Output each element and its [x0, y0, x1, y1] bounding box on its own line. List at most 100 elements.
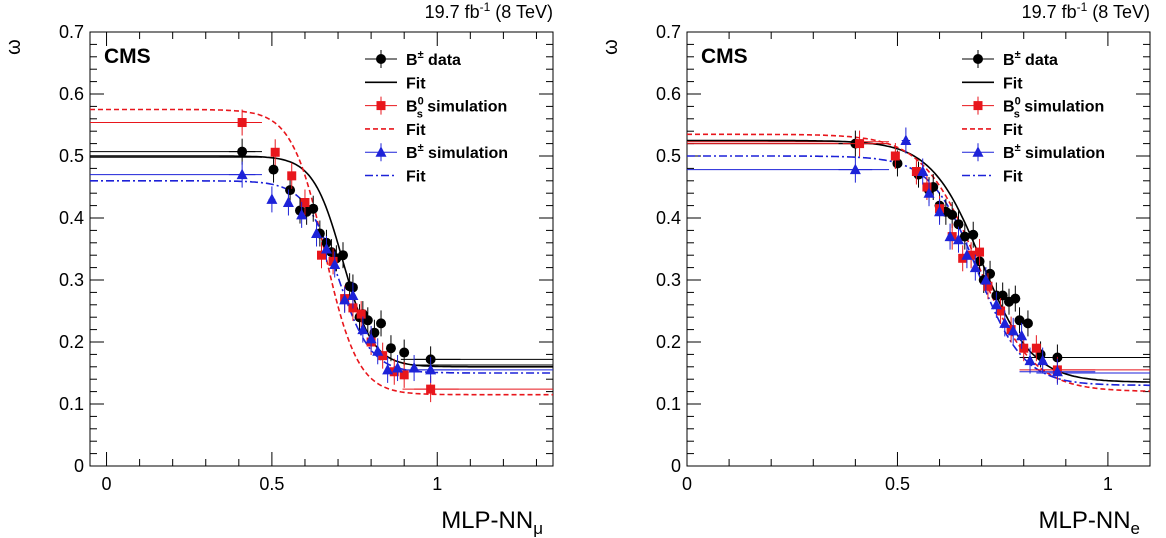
legend-label: B± data: [406, 49, 461, 69]
data-point: [320, 243, 332, 254]
data-point: [392, 362, 404, 373]
data-point: [357, 323, 369, 335]
chart-panel-1: 0 0.1 0.2 0.3 0.4 0.5 0.6 0.7 0 0.5 1 ω MLP-NNμ 19.7 …: [3, 0, 554, 538]
legend-marker: [973, 54, 983, 64]
data-point: [999, 317, 1011, 328]
data-point: [296, 208, 308, 220]
data-point: [1024, 354, 1036, 366]
legend-marker: [972, 146, 984, 157]
data-point: [382, 363, 394, 375]
legend-marker: [376, 54, 386, 64]
x-tick-label: 0: [682, 474, 692, 494]
x-tick-label: 0.5: [885, 474, 910, 494]
data-point: [1031, 343, 1041, 353]
data-point: [236, 168, 248, 180]
data-point: [425, 363, 437, 375]
legend-label: Fit: [1003, 169, 1023, 186]
x-tick-label: 0.5: [259, 474, 284, 494]
data-point: [953, 219, 964, 230]
legend-label: Fit: [406, 75, 426, 92]
data-point: [270, 147, 280, 157]
data-point: [339, 293, 351, 305]
fit-curve: [687, 139, 1150, 383]
y-tick-label: 0.4: [656, 208, 681, 228]
chart-panel-2: 0 0.1 0.2 0.3 0.4 0.5 0.6 0.7 0 0.5 1 ω MLP-NNe 19.7 …: [600, 0, 1151, 538]
data-point: [237, 118, 247, 128]
x-axis-label: MLP-NNμ: [441, 507, 543, 538]
data-point: [287, 171, 297, 181]
plot-frame: [686, 31, 1151, 467]
data-point: [917, 165, 929, 176]
data-point: [922, 182, 932, 192]
y-tick-label: 0.3: [656, 270, 681, 290]
data-point: [237, 146, 248, 157]
fit-curve: [90, 155, 553, 368]
fit-curve: [687, 133, 1150, 392]
data-point: [1037, 354, 1049, 366]
y-tick-label: 0.1: [656, 394, 681, 414]
data-point: [966, 250, 976, 260]
data-point: [300, 198, 310, 207]
y-tick-label: 0.2: [656, 332, 681, 352]
data-point: [952, 233, 964, 245]
data-point: [311, 227, 323, 238]
data-point: [347, 289, 359, 300]
legend-label: Fit: [406, 169, 426, 186]
data-point: [376, 318, 387, 329]
data-point: [399, 370, 409, 380]
legend-label: B± data: [1003, 49, 1058, 69]
y-axis-label: ω: [600, 39, 622, 55]
data-point: [900, 134, 912, 145]
data-point: [890, 151, 900, 161]
data-point: [372, 345, 384, 356]
data-point: [408, 362, 420, 373]
data-point: [944, 230, 956, 242]
cms-label: CMS: [104, 45, 151, 68]
data-point: [328, 256, 338, 266]
y-tick-label: 0.4: [59, 208, 84, 228]
legend-label: B0 s simulation: [1003, 96, 1104, 121]
y-axis-label: ω: [3, 39, 25, 55]
data-point: [426, 384, 436, 394]
y-tick-label: 0: [74, 456, 84, 476]
data-point: [968, 229, 979, 240]
x-tick-label: 1: [432, 474, 442, 494]
data-point: [356, 309, 366, 319]
data-point: [961, 249, 973, 260]
legend-label: B± simulation: [406, 142, 508, 162]
data-point: [1016, 329, 1028, 341]
data-point: [923, 187, 935, 198]
fit-curve: [90, 180, 553, 374]
plot-area: [90, 108, 553, 403]
y-tick-label: 0.5: [59, 146, 84, 166]
fit-curve: [687, 155, 1150, 387]
luminosity-label: 19.7 fb-1 (8 TeV): [425, 0, 553, 22]
y-tick-label: 0.2: [59, 332, 84, 352]
data-point: [947, 209, 958, 220]
data-point: [365, 332, 377, 344]
legend-label: Fit: [1003, 122, 1023, 139]
y-tick-label: 0.3: [59, 270, 84, 290]
y-tick-label: 0.6: [656, 84, 681, 104]
data-point: [1022, 318, 1033, 329]
data-point: [385, 343, 396, 354]
data-point: [855, 139, 865, 149]
data-point: [996, 306, 1006, 316]
data-point: [975, 247, 985, 257]
x-tick-label: 1: [1103, 474, 1113, 494]
legend-label: B0 s simulation: [406, 96, 507, 121]
cms-label: CMS: [701, 45, 748, 68]
legend-label: Fit: [406, 122, 426, 139]
data-point: [1019, 343, 1029, 353]
data-point: [268, 164, 279, 175]
plot-frame: [89, 31, 554, 467]
data-point: [969, 261, 981, 273]
data-point: [1010, 293, 1021, 304]
data-point: [282, 196, 294, 207]
data-point: [1051, 365, 1063, 377]
data-point: [285, 185, 296, 196]
data-point: [911, 167, 921, 176]
legend-marker: [375, 146, 387, 157]
